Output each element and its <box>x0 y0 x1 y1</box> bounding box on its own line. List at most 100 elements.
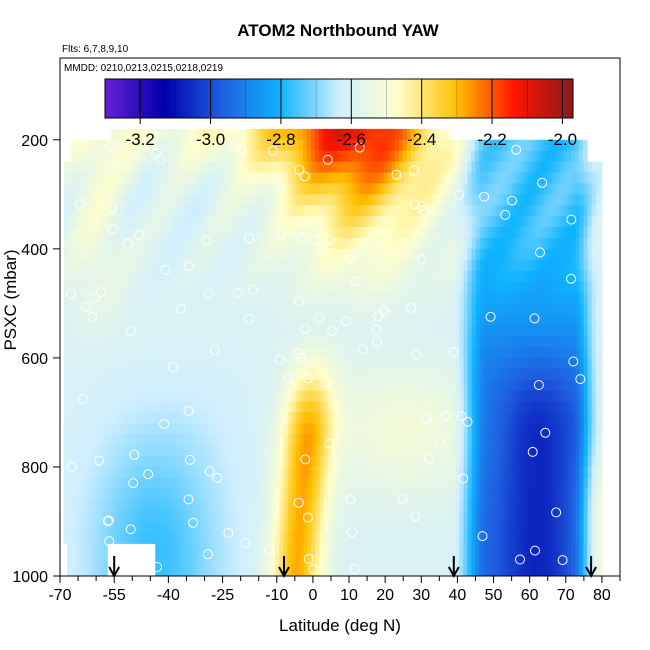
heatmap-cell <box>187 205 193 217</box>
heatmap-cell <box>131 336 137 348</box>
heatmap-cell <box>287 270 293 283</box>
heatmap-cell <box>487 216 493 228</box>
heatmap-cell <box>215 259 221 272</box>
heatmap-cell <box>171 183 177 195</box>
heatmap-cell <box>375 172 381 185</box>
heatmap-cell <box>359 423 365 435</box>
heatmap-cell <box>251 205 257 217</box>
heatmap-cell <box>355 390 361 403</box>
heatmap-cell <box>207 281 213 294</box>
heatmap-cell <box>447 477 453 490</box>
heatmap-cell <box>439 237 445 250</box>
heatmap-cell <box>386 150 392 163</box>
heatmap-cell <box>311 314 317 326</box>
heatmap-cell <box>339 336 345 348</box>
heatmap-cell <box>371 183 377 195</box>
heatmap-cell <box>215 325 221 337</box>
heatmap-cell <box>215 466 221 479</box>
heatmap-cell <box>587 194 593 206</box>
heatmap-cell <box>359 270 365 283</box>
heatmap-cell <box>463 205 469 217</box>
heatmap-cell <box>442 128 448 141</box>
heatmap-cell <box>427 499 433 512</box>
heatmap-cell <box>155 336 161 348</box>
heatmap-cell <box>147 346 153 359</box>
heatmap-cell <box>191 368 197 381</box>
heatmap-cell <box>71 423 77 435</box>
heatmap-cell <box>123 379 129 392</box>
heatmap-cell <box>287 456 293 468</box>
heatmap-cell <box>211 281 217 294</box>
heatmap-cell <box>251 281 257 294</box>
heatmap-cell <box>539 161 545 174</box>
heatmap-cell <box>323 292 329 304</box>
heatmap-cell <box>295 456 301 468</box>
heatmap-cell <box>203 434 209 446</box>
heatmap-cell <box>183 423 189 435</box>
heatmap-cell <box>291 477 297 490</box>
heatmap-cell <box>275 205 281 217</box>
heatmap-cell <box>71 325 77 337</box>
heatmap-cell <box>291 216 297 228</box>
heatmap-cell <box>523 510 529 523</box>
heatmap-cell <box>571 390 577 403</box>
heatmap-cell <box>219 412 225 424</box>
heatmap-cell <box>203 227 209 239</box>
heatmap-cell <box>507 423 513 435</box>
heatmap-cell <box>119 194 125 206</box>
heatmap-cell <box>515 303 521 315</box>
heatmap-cell <box>335 368 341 381</box>
heatmap-cell <box>551 477 557 490</box>
heatmap-cell <box>71 161 77 174</box>
heatmap-cell <box>587 499 593 512</box>
heatmap-cell <box>267 161 273 174</box>
heatmap-cell <box>523 227 529 239</box>
heatmap-cell <box>155 194 161 206</box>
heatmap-cell <box>215 281 221 294</box>
heatmap-cell <box>587 357 593 370</box>
heatmap-cell <box>599 292 603 304</box>
heatmap-cell <box>567 325 573 337</box>
heatmap-cell <box>99 532 105 544</box>
heatmap-cell <box>583 401 589 414</box>
heatmap-cell <box>335 346 341 359</box>
heatmap-cell <box>175 259 181 272</box>
heatmap-cell <box>499 488 505 501</box>
heatmap-cell <box>415 510 421 523</box>
heatmap-cell <box>179 292 185 304</box>
heatmap-cell <box>410 150 416 163</box>
heatmap-cell <box>187 216 193 228</box>
heatmap-cell <box>430 139 436 152</box>
heatmap-cell <box>255 346 261 359</box>
heatmap-cell <box>302 128 308 141</box>
heatmap-cell <box>503 292 509 304</box>
heatmap-cell <box>423 216 429 228</box>
heatmap-cell <box>431 466 437 479</box>
heatmap-cell <box>455 488 461 501</box>
heatmap-cell <box>79 292 85 304</box>
heatmap-cell <box>451 292 457 304</box>
heatmap-cell <box>287 205 293 217</box>
heatmap-cell <box>571 259 577 272</box>
heatmap-cell <box>307 248 313 261</box>
heatmap-cell <box>475 390 481 403</box>
heatmap-cell <box>546 139 552 152</box>
heatmap-cell <box>275 237 281 250</box>
heatmap-cell <box>279 314 285 326</box>
heatmap-cell <box>335 499 341 512</box>
heatmap-cell <box>227 292 233 304</box>
heatmap-cell <box>571 216 577 228</box>
heatmap-cell <box>67 499 73 512</box>
heatmap-cell <box>295 161 301 174</box>
heatmap-cell <box>339 227 345 239</box>
heatmap-cell <box>515 499 521 512</box>
heatmap-cell <box>435 401 441 414</box>
heatmap-cell <box>575 521 581 533</box>
heatmap-cell <box>559 445 565 457</box>
heatmap-cell <box>543 368 549 381</box>
heatmap-cell <box>511 521 517 533</box>
heatmap-cell <box>147 434 153 446</box>
heatmap-cell <box>167 292 173 304</box>
heatmap-cell <box>75 325 81 337</box>
heatmap-cell <box>183 270 189 283</box>
